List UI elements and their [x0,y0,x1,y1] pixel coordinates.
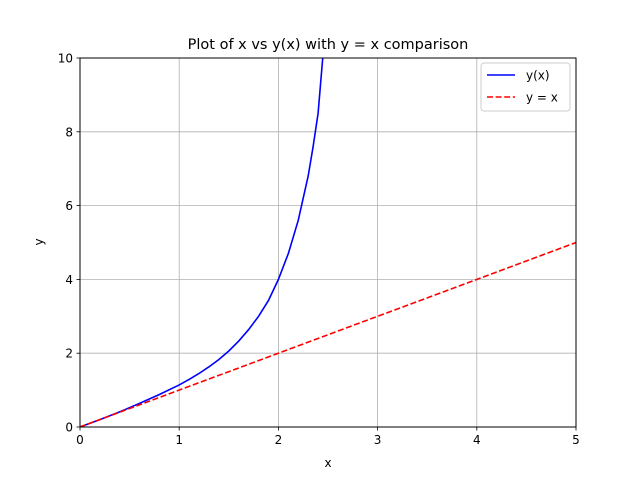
grid [79,57,577,428]
y-tick-label: 4 [65,273,73,287]
x-tick-label: 3 [374,433,382,447]
x-tick-label: 1 [175,433,183,447]
x-tick-label: 2 [275,433,283,447]
x-tick-label: 0 [76,433,84,447]
legend: y(x) y = x [480,62,571,112]
x-tick-label: 4 [473,433,481,447]
legend-label-2: y = x [526,91,558,105]
y-tick-label: 6 [65,199,73,213]
y-tick-label: 0 [65,421,73,435]
y-axis-label: y [32,238,46,245]
y-tick-label: 2 [65,347,73,361]
x-axis-label: x [324,456,331,470]
y-tick-label: 10 [58,52,73,66]
y-axis-ticks: 0 2 4 6 8 10 [58,52,80,435]
series-line-1 [80,58,324,427]
y-tick-label: 8 [65,125,73,139]
legend-label-1: y(x) [526,69,550,83]
x-axis-ticks: 0 1 2 3 4 5 [76,427,580,447]
plot-frame [79,57,577,428]
series-line-2 [80,241,576,427]
x-tick-label: 5 [572,433,580,447]
chart-title: Plot of x vs y(x) with y = x comparison [188,37,469,53]
series-layer [80,58,576,427]
